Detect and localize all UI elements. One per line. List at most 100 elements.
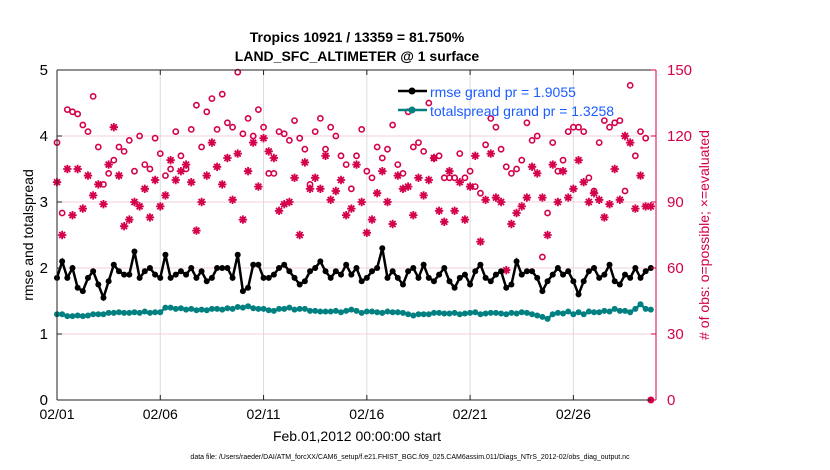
rmse-point	[353, 265, 360, 271]
evaluated-obs-marker	[212, 162, 222, 171]
spread-point	[126, 309, 133, 316]
rmse-point	[487, 278, 494, 285]
spread-point	[513, 310, 520, 317]
rmse-point	[219, 265, 226, 271]
evaluated-obs-marker	[269, 153, 279, 163]
possible-obs-marker	[342, 161, 350, 168]
spread-point	[322, 308, 329, 315]
evaluated-obs-marker	[414, 173, 423, 182]
evaluated-obs-marker	[440, 217, 449, 226]
evaluated-obs-marker	[476, 237, 485, 246]
evaluated-obs-marker	[589, 189, 599, 198]
grid	[56, 69, 656, 401]
rmse-point	[198, 268, 205, 275]
spread-point	[198, 306, 205, 313]
evaluated-obs-marker	[238, 215, 248, 224]
possible-obs-marker	[332, 132, 340, 140]
rmse-point	[317, 258, 324, 265]
rmse-point	[136, 274, 143, 281]
possible-obs-marker	[125, 136, 133, 144]
spread-point	[611, 305, 618, 312]
rmse-point	[84, 274, 91, 281]
rmse-point	[224, 265, 231, 271]
spread-point	[451, 309, 458, 316]
evaluated-obs-marker	[249, 138, 258, 147]
spread-point	[637, 301, 644, 308]
evaluated-obs-marker	[254, 182, 263, 191]
possible-obs-marker	[564, 128, 572, 135]
rmse-point	[286, 268, 293, 275]
rmse-point	[611, 278, 618, 285]
spread-point	[327, 308, 334, 315]
rmse-point	[374, 265, 381, 271]
possible-obs-marker	[105, 169, 113, 177]
possible-obs-marker	[384, 145, 391, 153]
evaluated-obs-marker	[527, 162, 537, 171]
possible-obs-marker	[193, 101, 200, 109]
evaluated-obs-marker	[594, 195, 604, 204]
possible-obs-marker	[487, 115, 495, 122]
evaluated-obs-marker	[295, 230, 304, 240]
rmse-point	[405, 268, 412, 275]
spread-point	[157, 309, 164, 316]
evaluated-obs-marker	[243, 167, 253, 176]
possible-obs-marker	[425, 99, 433, 107]
plot-marks	[52, 68, 656, 404]
possible-obs-marker	[502, 163, 510, 171]
spread-point	[441, 310, 448, 317]
y2-tick-label: 150	[667, 62, 692, 79]
spread-point	[115, 309, 122, 316]
possible-obs-marker	[136, 132, 144, 140]
possible-obs-marker	[224, 119, 231, 127]
possible-obs-marker	[595, 139, 603, 146]
rmse-point	[456, 274, 463, 281]
possible-obs-marker	[239, 130, 247, 138]
rmse-point	[203, 278, 210, 285]
spread-point	[642, 305, 649, 312]
rmse-point	[338, 271, 345, 278]
evaluated-obs-marker	[135, 202, 144, 211]
rmse-point	[100, 294, 107, 301]
rmse-point	[141, 268, 148, 275]
rmse-point	[208, 274, 215, 281]
evaluated-obs-marker	[465, 182, 475, 191]
spread-point	[394, 309, 401, 316]
evaluated-obs-marker	[161, 191, 170, 200]
spread-point	[239, 304, 246, 311]
rmse-point	[539, 288, 546, 295]
rmse-point	[157, 274, 164, 281]
spread-point	[203, 307, 210, 314]
evaluated-obs-marker	[145, 213, 155, 222]
rmse-point	[229, 274, 236, 281]
possible-obs-marker	[477, 189, 484, 197]
rmse-point	[250, 261, 257, 268]
rmse-point	[115, 268, 122, 275]
evaluated-obs-marker	[341, 211, 351, 220]
spread-point	[141, 308, 148, 315]
possible-obs-marker	[110, 156, 118, 164]
rmse-point	[601, 271, 608, 278]
spread-point	[172, 305, 179, 312]
legend-marker-spread	[408, 106, 416, 114]
evaluated-obs-marker	[207, 138, 217, 147]
rmse-point	[172, 271, 179, 278]
possible-obs-marker	[533, 132, 541, 140]
evaluated-obs-marker	[73, 164, 82, 174]
rmse-point	[560, 271, 567, 278]
possible-obs-marker	[58, 209, 66, 217]
possible-obs-marker	[518, 156, 526, 164]
spread-point	[374, 309, 381, 316]
rmse-point	[327, 274, 334, 281]
spread-point	[415, 311, 422, 318]
possible-obs-marker	[177, 152, 185, 160]
legend-label-rmse: rmse grand pr = 1.9055	[430, 84, 576, 100]
spread-point	[534, 312, 541, 319]
rmse-point	[534, 274, 541, 281]
evaluated-obs-marker	[352, 160, 361, 169]
rmse-point	[451, 284, 458, 291]
rmse-point	[482, 274, 489, 281]
spread-point	[177, 305, 184, 312]
rmse-point	[183, 271, 190, 278]
evaluated-obs-marker	[538, 193, 547, 202]
possible-obs-marker	[203, 108, 211, 116]
